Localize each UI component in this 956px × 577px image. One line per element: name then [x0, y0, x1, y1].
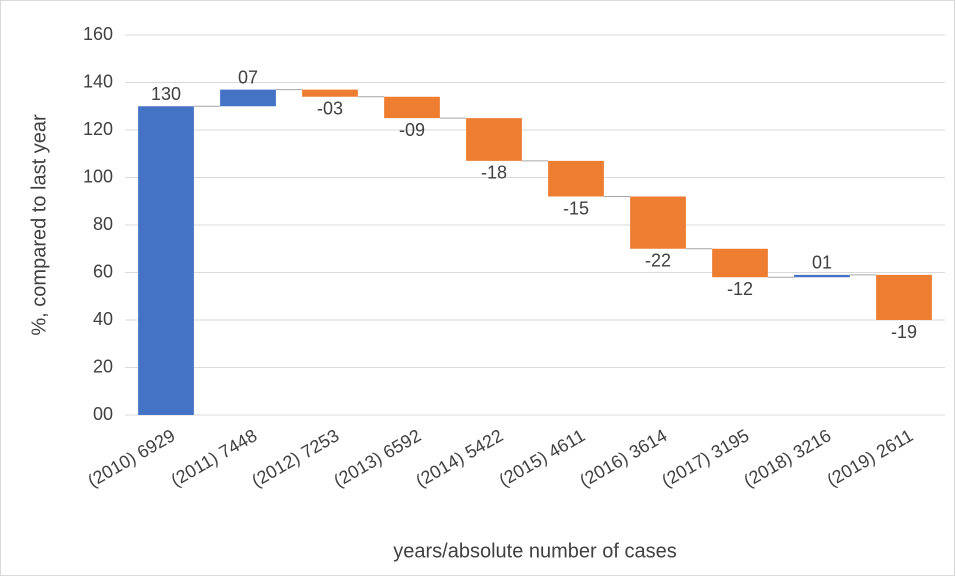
- y-tick-label: 20: [93, 356, 113, 376]
- data-label: -19: [891, 322, 917, 342]
- y-tick-label: 00: [93, 404, 113, 424]
- data-label: -15: [563, 198, 589, 218]
- bar: [220, 89, 276, 107]
- bar: [466, 118, 522, 161]
- data-label: 01: [812, 253, 832, 273]
- y-tick-label: 80: [93, 214, 113, 234]
- data-label: -18: [481, 163, 507, 183]
- y-tick-label: 100: [83, 166, 113, 186]
- bar: [138, 106, 194, 415]
- y-tick-label: 60: [93, 261, 113, 281]
- x-axis-title: years/absolute number of cases: [393, 540, 677, 562]
- bar: [876, 274, 932, 320]
- data-label: -12: [727, 279, 753, 299]
- y-tick-label: 120: [83, 119, 113, 139]
- data-label: -22: [645, 251, 671, 271]
- data-label: 130: [151, 84, 181, 104]
- bar: [712, 248, 768, 278]
- y-axis-title: %, compared to last year: [28, 114, 50, 336]
- bar: [630, 196, 686, 249]
- bar: [548, 160, 604, 197]
- data-label: -03: [317, 99, 343, 119]
- bar: [384, 96, 440, 119]
- data-label: -09: [399, 120, 425, 140]
- data-label: 07: [238, 67, 258, 87]
- y-tick-label: 40: [93, 309, 113, 329]
- bar: [794, 274, 850, 278]
- bar: [302, 89, 358, 97]
- y-tick-label: 140: [83, 71, 113, 91]
- y-tick-label: 160: [83, 24, 113, 44]
